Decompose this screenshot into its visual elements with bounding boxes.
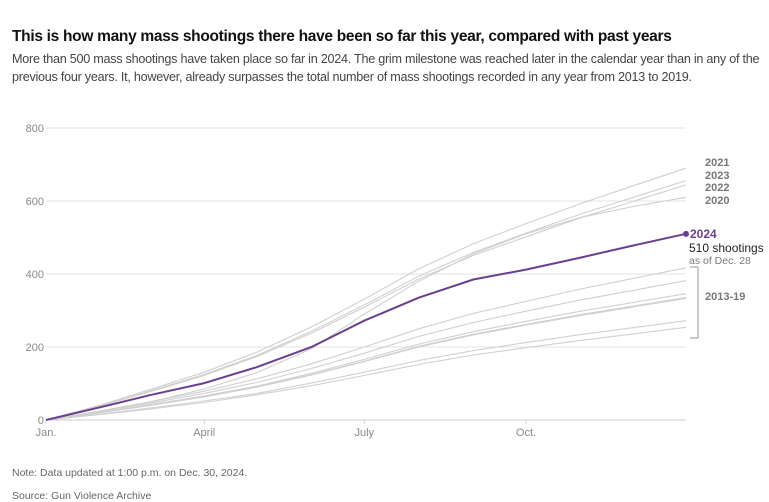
annotation-date: as of Dec. 28	[689, 255, 751, 267]
y-tick-label: 800	[26, 123, 44, 135]
x-tick-label: July	[354, 427, 374, 439]
group-bracket	[690, 266, 699, 339]
series-line-past-year	[45, 267, 687, 421]
y-tick-label: 0	[38, 415, 44, 427]
series-label-2021: 2021	[705, 157, 729, 169]
chart-source: Source: Gun Violence Archive	[12, 490, 152, 502]
x-tick-label: April	[193, 427, 215, 439]
series-line-past-year	[45, 326, 687, 421]
x-tick-label: Jan.	[36, 427, 57, 439]
chart-subtitle: More than 500 mass shootings have taken …	[12, 52, 760, 84]
y-tick-label: 600	[26, 196, 44, 208]
series-line-2022	[45, 184, 687, 421]
end-point-2024	[683, 230, 689, 237]
y-tick-label: 200	[26, 342, 44, 354]
series-label-2022: 2022	[705, 182, 729, 194]
series-line-past-year	[45, 293, 687, 421]
series-label-2024: 2024	[690, 227, 717, 241]
chart-title: This is how many mass shootings there ha…	[12, 28, 672, 45]
series-line-past-year	[45, 280, 687, 421]
group-label: 2013-19	[705, 291, 745, 303]
annotation-value: 510 shootings	[689, 241, 764, 255]
series-line-2023	[45, 180, 687, 421]
chart-note: Note: Data updated at 1:00 p.m. on Dec. …	[12, 467, 248, 479]
y-tick-label: 400	[26, 269, 44, 281]
series-line-2021	[45, 167, 687, 421]
x-tick-label: Oct.	[516, 427, 536, 439]
series-label-2020: 2020	[705, 195, 729, 207]
series-line-past-year	[45, 297, 687, 421]
series-line-past-year	[45, 320, 687, 421]
series-line-2024	[45, 232, 687, 421]
series-line-2020	[45, 196, 687, 421]
series-label-2023: 2023	[705, 170, 729, 182]
